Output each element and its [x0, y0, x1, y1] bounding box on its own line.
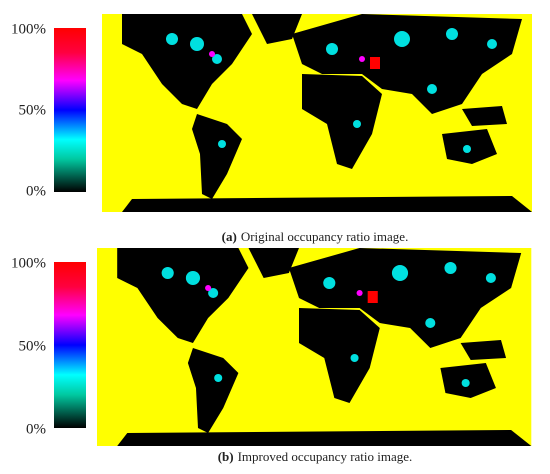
caption-text: Original occupancy ratio image.: [241, 229, 409, 244]
colorbar: [54, 262, 86, 428]
colorbar-tick-label: 0%: [26, 421, 46, 437]
caption-label: (b): [218, 449, 234, 464]
colorbar-tick-label: 50%: [19, 338, 47, 354]
caption-label: (a): [222, 229, 237, 244]
map-original: [102, 14, 532, 212]
colorbar-tick-label: 0%: [26, 183, 46, 199]
colorbar: [54, 28, 86, 192]
caption-text: Improved occupancy ratio image.: [238, 449, 413, 464]
colorbar-tick-label: 100%: [11, 21, 46, 37]
colorbar-tick-label: 50%: [19, 102, 47, 118]
colorbar-tick-label: 100%: [11, 255, 46, 271]
map-improved: [97, 248, 532, 446]
